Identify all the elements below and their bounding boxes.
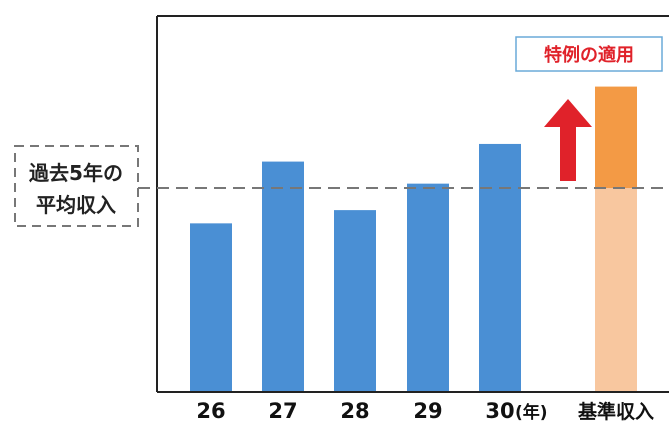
bar-26 xyxy=(190,223,232,391)
bar-27 xyxy=(262,161,304,391)
bar-28 xyxy=(334,210,376,391)
reference-bar-group xyxy=(595,86,637,391)
x-tick-26: 26 xyxy=(196,399,225,423)
reference-bar-upper xyxy=(595,86,637,189)
x-tick-labels: 26 27 28 29 30 xyxy=(196,399,514,423)
special-case-label: 特例の適用 xyxy=(544,44,634,66)
bars-group xyxy=(190,143,521,391)
x-tick-28: 28 xyxy=(340,399,369,423)
x-tick-29: 29 xyxy=(413,399,442,423)
increase-arrow-icon xyxy=(544,99,592,181)
reference-bar-lower xyxy=(595,188,637,391)
average-callout-box xyxy=(14,145,139,227)
bar-30 xyxy=(479,143,521,391)
special-case-label-box xyxy=(515,36,663,72)
x-tick-30: 30 xyxy=(485,399,514,423)
x-tick-27: 27 xyxy=(268,399,297,423)
reference-tick-label: 基準収入 xyxy=(577,400,654,423)
bar-29 xyxy=(407,183,449,391)
average-label-line2: 平均収入 xyxy=(36,193,116,217)
average-label-line1: 過去5年の xyxy=(29,161,123,185)
x-unit-label: (年) xyxy=(515,402,548,423)
